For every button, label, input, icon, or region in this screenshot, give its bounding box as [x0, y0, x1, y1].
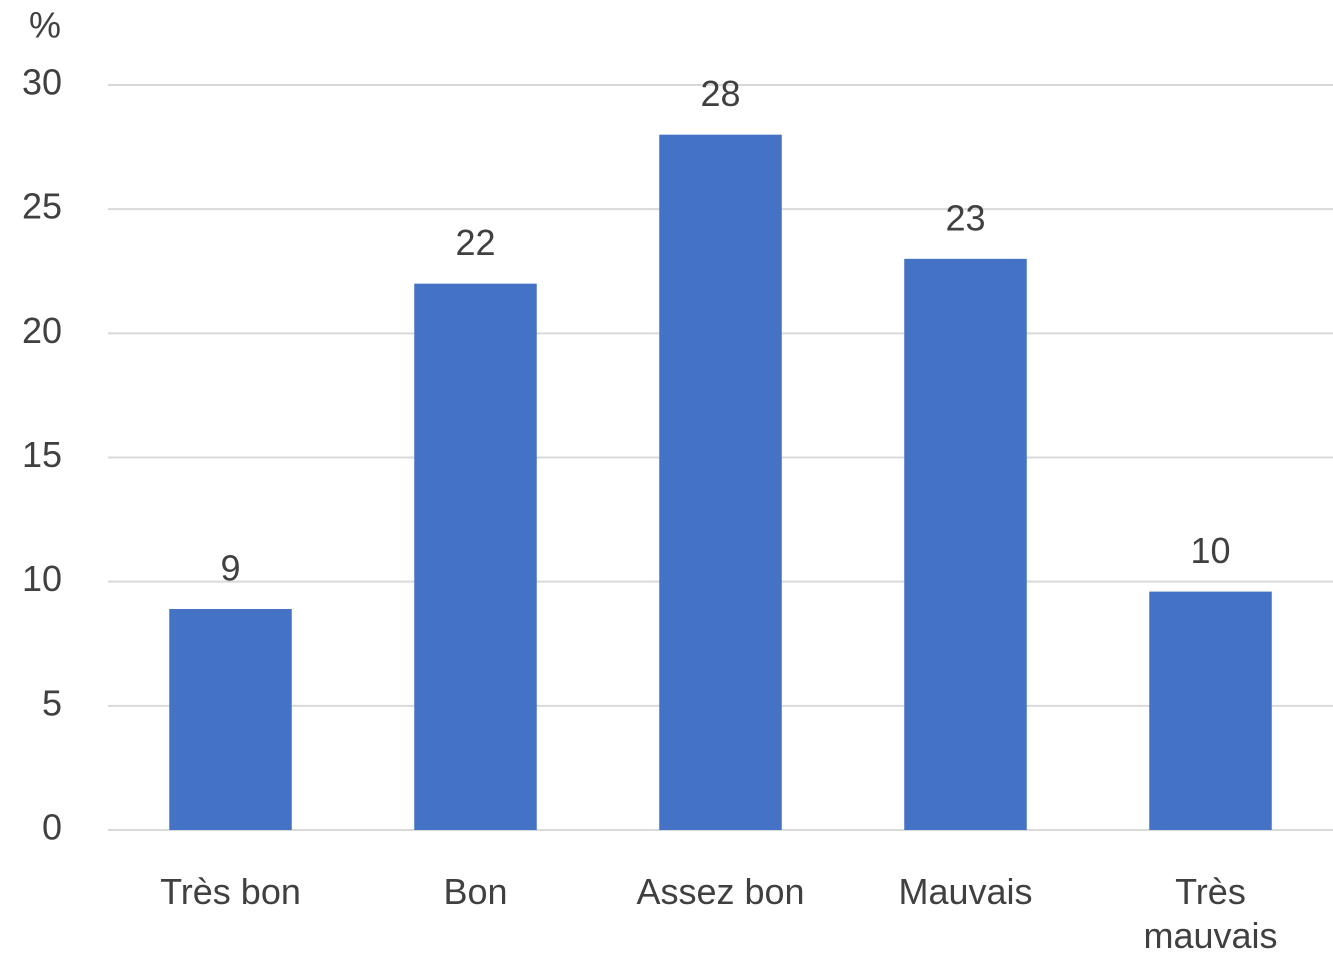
data-label: 23: [945, 197, 985, 238]
x-tick-label: Bon: [443, 871, 508, 912]
data-label: 10: [1190, 530, 1230, 571]
x-tick-label: Mauvais: [898, 871, 1033, 912]
y-tick-label: 15: [22, 434, 62, 475]
bar: [904, 258, 1027, 830]
bar: [659, 134, 782, 830]
y-tick-label: 0: [42, 807, 62, 848]
bar: [169, 608, 292, 830]
x-tick-label: Très bon: [160, 871, 301, 912]
y-tick-label: 25: [22, 186, 62, 227]
bar: [1149, 591, 1272, 830]
y-tick-label: 10: [22, 558, 62, 599]
y-axis-label: %: [29, 5, 61, 46]
x-tick-label: Très mauvais: [1143, 871, 1278, 956]
data-label: 28: [700, 73, 740, 114]
bar: [414, 283, 537, 831]
x-tick-label: Assez bon: [636, 871, 805, 912]
y-tick-label: 5: [42, 682, 62, 723]
data-label: 9: [220, 547, 240, 588]
y-tick-label: 30: [22, 62, 62, 103]
data-label: 22: [455, 222, 495, 263]
y-tick-label: 20: [22, 310, 62, 351]
